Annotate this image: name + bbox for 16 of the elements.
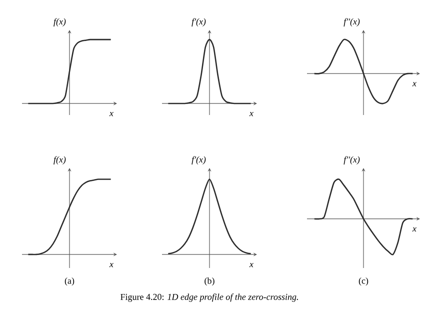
y-axis-title: f'(x) [192,18,206,26]
x-axis-title: x [249,112,254,116]
y-axis-title: f'(x) [192,156,206,164]
y-axis-title: f''(x) [344,156,360,164]
caption: Figure 4.20: 1D edge profile of the zero-crossing. [120,294,298,302]
text: (c) [358,278,368,286]
x-axis-title: x [109,262,114,268]
x-axis-title: x [412,82,416,86]
y-axis-title: f(x) [54,18,66,26]
x-axis-title: x [109,112,114,116]
text: (a) [64,278,74,286]
text: (b) [204,278,214,286]
y-axis-title: f(x) [54,156,66,164]
x-axis-title: x [249,262,254,268]
x-axis-title: x [412,227,416,232]
y-axis-title: f''(x) [344,18,360,26]
